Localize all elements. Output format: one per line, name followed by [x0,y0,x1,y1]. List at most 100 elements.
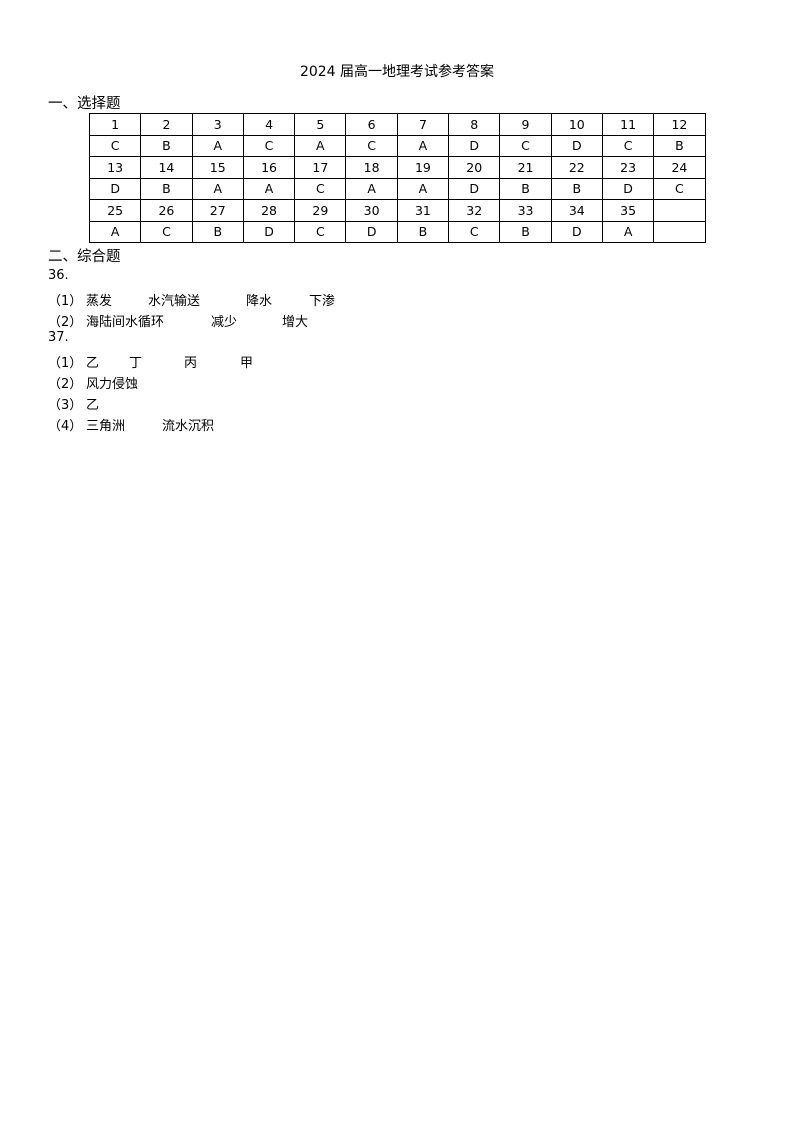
question-number-cell [653,199,706,222]
answer-cell: D [345,220,398,243]
answer-cell: A [191,134,244,157]
question-number-cell: 1 [88,113,142,136]
answer: 水汽输送 [148,294,201,309]
question-number-row: 25 26 27 28 29 30 31 32 33 34 35 [88,199,706,222]
answer-cell: C [88,134,142,157]
question-number-cell: 7 [396,113,450,136]
part-label: （2） [48,377,83,392]
question-number-cell: 34 [550,199,603,222]
question-number-cell: 29 [294,199,347,222]
answer-cell: D [550,220,603,243]
answer: 海陆间水循环 [86,315,165,330]
answer: 风力侵蚀 [86,377,139,392]
question-number-cell: 26 [140,199,193,222]
part-label: （2） [48,315,83,330]
question-number-cell: 12 [653,113,706,136]
question-number-cell: 9 [499,113,552,136]
answer: 三角洲 [86,419,126,434]
answer: 乙 [86,356,100,371]
question-number-row: 1 2 3 4 5 6 7 8 9 10 11 12 [88,113,706,136]
answer-cell: C [448,220,501,243]
question-number-cell: 2 [140,113,193,136]
part-label: （4） [48,419,83,434]
answer-cell: A [396,134,450,157]
question-number-cell: 18 [345,156,398,179]
question-number-cell: 3 [191,113,244,136]
answer: 下渗 [309,294,336,309]
question-number-cell: 32 [448,199,501,222]
answer-cell: D [601,177,655,200]
answer-cell [653,220,706,243]
answer: 丁 [129,356,143,371]
question-number-cell: 15 [191,156,244,179]
answer-cell: A [242,177,296,200]
answer-cell: A [601,220,655,243]
question-number-cell: 27 [191,199,244,222]
answer-cell: D [550,134,603,157]
question-number-cell: 28 [242,199,296,222]
answer-cell: D [88,177,142,200]
question-number: 36. [48,268,69,283]
section-heading-comprehensive: 二、综合题 [48,249,121,265]
answer-cell: C [294,220,347,243]
answer: 丙 [184,356,198,371]
question-number-cell: 4 [242,113,296,136]
question-number-cell: 30 [345,199,398,222]
answer-cell: D [448,177,501,200]
answer-cell: C [499,134,552,157]
section-heading-choice: 一、选择题 [48,96,121,112]
answer-cell: C [140,220,193,243]
question-number-cell: 23 [601,156,655,179]
question-number-cell: 33 [499,199,552,222]
part-label: （1） [48,356,83,371]
question-number-cell: 17 [294,156,347,179]
answer: 蒸发 [86,294,113,309]
question-number-cell: 20 [448,156,501,179]
question-number-cell: 25 [88,199,142,222]
question-number-cell: 22 [550,156,603,179]
answer-cell: A [396,177,450,200]
answer-cell: C [653,177,706,200]
answer-cell: A [88,220,142,243]
answer-cell: C [345,134,398,157]
answer-cell: C [294,177,347,200]
answer-cell: B [499,177,552,200]
question-number-cell: 35 [601,199,655,222]
question-number-cell: 16 [242,156,296,179]
answer-cell: A [345,177,398,200]
answer-cell: B [140,134,193,157]
question-number-cell: 19 [396,156,450,179]
answer: 乙 [86,398,100,413]
question-number-cell: 21 [499,156,552,179]
question-number-cell: 8 [448,113,501,136]
answer-cell: B [653,134,706,157]
answer-cell: A [294,134,347,157]
answer-cell: B [191,220,244,243]
answer: 甲 [240,356,254,371]
answer: 降水 [246,294,273,309]
answer-cell: D [242,220,296,243]
answer: 减少 [211,315,238,330]
question-number-row: 13 14 15 16 17 18 19 20 21 22 23 24 [88,156,706,179]
answer-cell: A [191,177,244,200]
part-label: （3） [48,398,83,413]
answer-cell: D [448,134,501,157]
answer: 流水沉积 [162,419,215,434]
question-number-cell: 14 [140,156,193,179]
answer: 增大 [282,315,309,330]
question-number-cell: 5 [294,113,347,136]
question-number-cell: 10 [550,113,603,136]
question-number-cell: 31 [396,199,450,222]
answer-table: 1 2 3 4 5 6 7 8 9 10 11 12 C B A C A C A D C D C B 13 14 15 16 17 18 1… [88,113,706,243]
part-label: （1） [48,294,83,309]
document-title: 2024 届高一地理考试参考答案 [299,64,495,80]
question-number-cell: 6 [345,113,398,136]
answer-cell: B [499,220,552,243]
question-number-cell: 11 [601,113,655,136]
answer-cell: C [601,134,655,157]
answer-cell: B [396,220,450,243]
